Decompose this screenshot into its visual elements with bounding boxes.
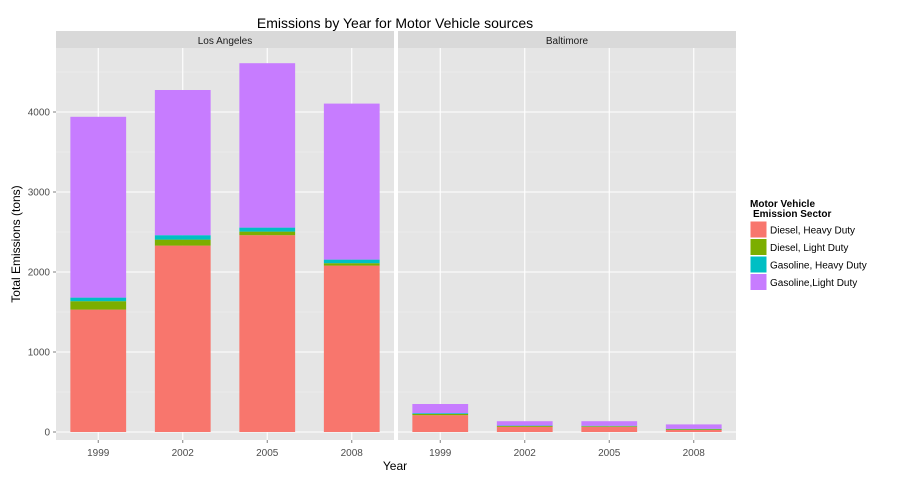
y-tick-label: 1000 (28, 348, 51, 359)
y-axis: 0 1000 2000 3000 4000 (28, 108, 56, 439)
bar-segment (497, 426, 553, 427)
bar-segment (239, 228, 295, 232)
legend-swatch (751, 274, 767, 290)
facet-strip-label: Baltimore (546, 36, 589, 47)
legend-swatch (751, 239, 767, 255)
bar-segment (70, 298, 126, 302)
legend: Motor Vehicle Emission Sector Diesel, He… (750, 199, 867, 291)
bar-segment (324, 266, 380, 432)
legend-swatch (751, 222, 767, 238)
bar-segment (155, 246, 211, 432)
x-tick-label: 2005 (598, 448, 621, 459)
x-tick-label: 2008 (341, 448, 364, 459)
facet-panel: Los Angeles 1999 2002 2005 2008 (56, 31, 394, 459)
legend-label: Gasoline,Light Duty (770, 278, 857, 289)
chart-title: Emissions by Year for Motor Vehicle sour… (257, 15, 533, 31)
legend-label: Gasoline, Heavy Duty (770, 261, 867, 272)
bar-segment (666, 424, 722, 428)
bar-segment (581, 421, 637, 426)
y-tick-label: 3000 (28, 188, 51, 199)
y-tick-label: 0 (44, 428, 50, 439)
legend-title-line2: Emission Sector (753, 209, 831, 220)
bar-segment (581, 427, 637, 432)
bar-segment (412, 404, 468, 413)
bar-segment (70, 301, 126, 309)
bar-segment (155, 90, 211, 235)
bar-segment (412, 415, 468, 432)
x-tick-label: 2005 (256, 448, 279, 459)
y-tick-label: 4000 (28, 108, 51, 119)
bar-segment (412, 413, 468, 414)
x-axis-title: Year (383, 459, 407, 473)
x-tick-label: 2008 (683, 448, 706, 459)
bar-segment (239, 232, 295, 236)
bar-segment (666, 430, 722, 432)
legend-swatch (751, 257, 767, 273)
bar-segment (497, 421, 553, 425)
facet-panel: Baltimore 1999 2002 2005 2008 (398, 31, 736, 459)
bar-segment (581, 426, 637, 427)
y-axis-title: Total Emissions (tons) (9, 185, 23, 302)
bar-segment (324, 260, 380, 264)
bar-segment (324, 104, 380, 260)
x-tick-label: 1999 (87, 448, 110, 459)
x-tick-label: 2002 (172, 448, 195, 459)
bar-segment (155, 235, 211, 239)
panel-background (398, 48, 736, 440)
bar-segment (497, 427, 553, 432)
bar-segment (239, 235, 295, 432)
bar-segment (666, 429, 722, 430)
legend-label: Diesel, Light Duty (770, 243, 848, 254)
x-tick-label: 2002 (514, 448, 537, 459)
legend-label: Diesel, Heavy Duty (770, 226, 855, 237)
bar-segment (239, 63, 295, 227)
facet-strip-label: Los Angeles (198, 36, 253, 47)
bar-segment (155, 240, 211, 246)
facet-panels: Los Angeles 1999 2002 2005 2008 Baltimore 1999… (28, 31, 736, 459)
x-tick-label: 1999 (429, 448, 452, 459)
bar-segment (70, 117, 126, 298)
bar-segment (70, 310, 126, 432)
bar-segment (412, 414, 468, 415)
bar-segment (324, 263, 380, 265)
y-tick-label: 2000 (28, 268, 51, 279)
